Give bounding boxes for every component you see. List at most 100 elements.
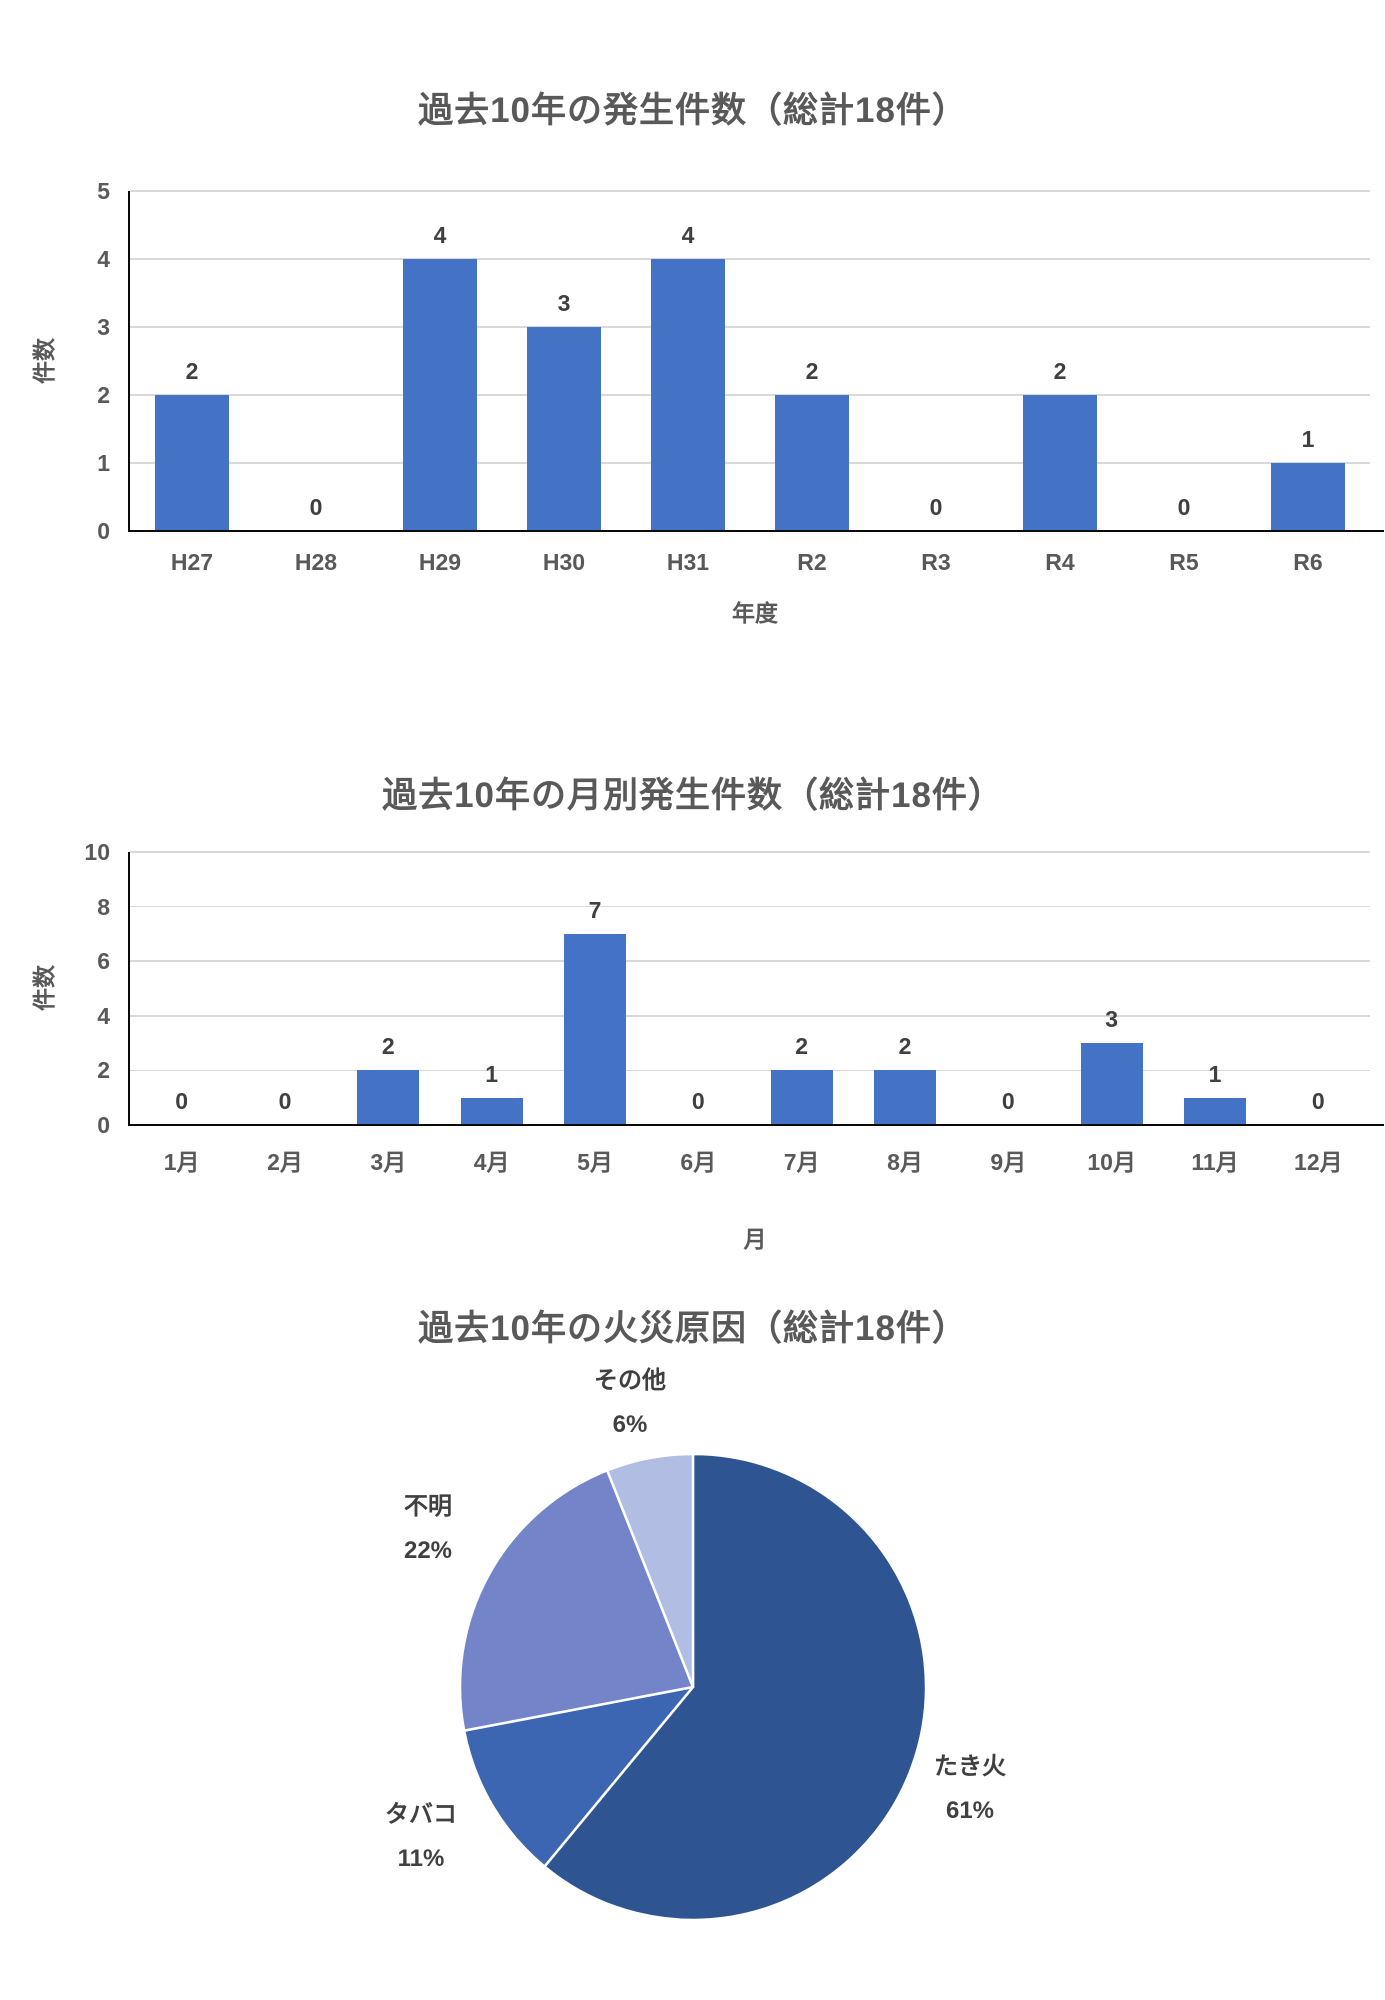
gridline [130,258,1370,260]
pie-chart-title: 過去10年の火災原因（総計18件） [418,1309,968,1348]
gridline [130,1015,1370,1017]
y-tick-label: 0 [97,1112,110,1138]
gridline [130,960,1370,962]
x-tick-label: R6 [1293,549,1323,575]
bar-value-label: 0 [1177,494,1191,520]
x-tick-label: 4月 [473,1149,510,1175]
y-axis-line [128,191,130,531]
x-tick-label: 8月 [887,1149,923,1175]
pie-slice-name: その他 [594,1367,666,1394]
pie-slice-percent: 61% [945,1797,995,1824]
gridline [130,462,1370,464]
x-tick-label: 12月 [1294,1149,1343,1175]
bar [357,1070,420,1125]
pie-area [453,1447,933,1927]
pie-slice-name: たき火 [934,1753,1006,1780]
bar-value-label: 4 [681,222,695,248]
pie-slice-percent: 6% [612,1411,648,1438]
x-tick-label: 11月 [1191,1149,1239,1175]
y-tick-label: 0 [97,518,110,544]
y-tick-label: 6 [97,948,110,975]
bar-value-label: 1 [1301,426,1315,452]
x-tick-label: R3 [921,549,951,575]
bar-value-label: 2 [898,1033,912,1060]
yearly-x-axis-title: 年度 [732,600,778,626]
x-tick-label: H28 [294,549,338,575]
yearly-chart-title: 過去10年の発生件数（総計18件） [418,91,968,130]
x-tick-label: H27 [170,549,214,575]
y-tick-label: 10 [84,839,110,865]
pie-label-fumei: 不明 22% [404,1492,452,1580]
bar-value-label: 3 [557,290,571,316]
gridline [130,1069,1370,1072]
bar-value-label: 0 [309,494,323,520]
bar [1271,463,1345,531]
y-tick-label: 1 [97,450,110,476]
bar-value-label: 1 [1208,1060,1222,1087]
bar-value-label: 3 [1105,1006,1119,1033]
bar [1184,1097,1246,1125]
bar [564,933,626,1125]
x-tick-label: 1月 [163,1149,200,1175]
bar-value-label: 2 [795,1033,809,1060]
gridline [130,905,1370,908]
bar-value-label: 2 [805,358,819,384]
pie-label-sonota: その他 6% [594,1366,666,1454]
monthly-y-axis-title: 件数 [31,965,57,1011]
monthly-chart-title: 過去10年の月別発生件数（総計18件） [382,776,1004,815]
y-tick-label: 5 [97,178,110,204]
x-axis-line [128,529,1384,532]
bar-value-label: 0 [929,494,943,520]
bar [775,395,849,531]
bar-value-label: 2 [381,1033,395,1060]
pie-graphic [458,1452,928,1922]
bar [527,327,601,531]
x-tick-label: H31 [666,549,710,575]
x-tick-label: R4 [1045,549,1075,575]
x-tick-label: H29 [418,549,462,575]
y-tick-label: 2 [97,1057,110,1084]
x-tick-label: R2 [797,549,827,575]
pie-slice-name: 不明 [403,1493,452,1520]
bar [770,1070,833,1125]
pie-slice-name: タバコ [385,1801,457,1828]
bar [874,1070,936,1125]
bar-value-label: 2 [185,358,199,384]
y-tick-label: 8 [97,893,110,920]
x-tick-label: 6月 [680,1149,717,1175]
bar [155,395,229,531]
x-axis-line [128,1123,1384,1126]
monthly-plot-area: 0 2 4 6 8 10 0 1月 0 2月 2 3月 1 4月 7 5月 0 6月 2 7月 2 8月 0 9月 3 10月 1 1… [84,839,1384,1175]
pie-slice-1 [543,1452,928,1922]
y-tick-label: 4 [97,246,110,272]
y-tick-label: 3 [97,314,110,340]
bar-value-label: 0 [175,1088,189,1114]
x-tick-label: 5月 [577,1149,613,1175]
pie-slice-2 [462,1685,695,1868]
pie-slice-4 [605,1452,695,1689]
gridline [130,326,1370,328]
gridline [130,190,1370,192]
bar [1023,395,1097,531]
bar [460,1097,523,1125]
bar-value-label: 4 [433,222,447,248]
bar [1080,1043,1143,1125]
pie-slice-percent: 11% [397,1845,445,1872]
pie-slice-percent: 22% [403,1537,453,1564]
y-tick-label: 2 [97,382,110,408]
x-tick-label: 10月 [1087,1149,1136,1175]
bar-value-label: 0 [691,1088,705,1114]
pie-slice-3 [458,1469,695,1732]
bar-value-label: 0 [1311,1088,1325,1114]
y-tick-label: 4 [97,1002,110,1029]
pie-label-tabako: タバコ 11% [385,1800,457,1888]
x-tick-label: H30 [542,549,586,575]
x-tick-label: 9月 [990,1149,1027,1175]
yearly-y-axis-title: 件数 [31,338,57,384]
bar-value-label: 0 [278,1088,292,1114]
y-axis-line [128,852,130,1125]
monthly-x-axis-title: 月 [743,1226,767,1252]
bar-value-label: 7 [588,896,602,923]
x-tick-label: R5 [1169,549,1199,575]
